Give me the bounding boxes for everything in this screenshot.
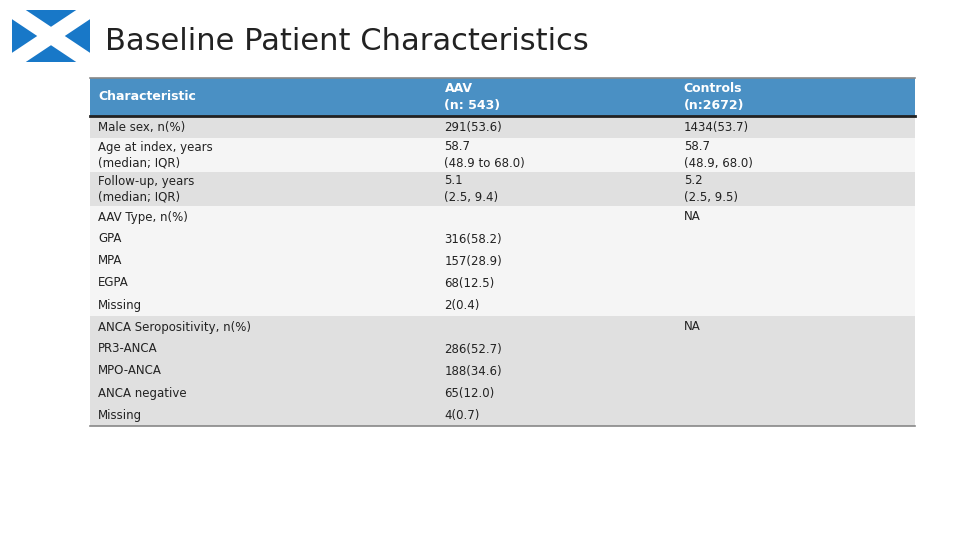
Text: GPA: GPA (98, 233, 121, 246)
Bar (90, 138, 915, 172)
Text: 157(28.9): 157(28.9) (444, 254, 502, 267)
Bar (90, 116, 915, 138)
Text: PR3-ANCA: PR3-ANCA (98, 342, 157, 355)
Bar (90, 316, 915, 338)
Bar (90, 172, 915, 206)
Text: EGPA: EGPA (98, 276, 129, 289)
Text: Missing: Missing (98, 408, 142, 422)
Bar (90, 360, 915, 382)
Text: NA: NA (684, 211, 701, 224)
Text: 5.2
(2.5, 9.5): 5.2 (2.5, 9.5) (684, 174, 737, 204)
Text: 68(12.5): 68(12.5) (444, 276, 494, 289)
Text: 65(12.0): 65(12.0) (444, 387, 494, 400)
Text: 188(34.6): 188(34.6) (444, 364, 502, 377)
Bar (90, 338, 915, 360)
Bar (12, 10, 90, 62)
Bar (90, 294, 915, 316)
Bar (90, 206, 915, 228)
Bar (90, 250, 915, 272)
Text: MPA: MPA (98, 254, 122, 267)
Text: Male sex, n(%): Male sex, n(%) (98, 120, 185, 133)
Text: Follow-up, years
(median; IQR): Follow-up, years (median; IQR) (98, 174, 194, 204)
Bar (90, 272, 915, 294)
Text: 291(53.6): 291(53.6) (444, 120, 502, 133)
Text: 58.7
(48.9 to 68.0): 58.7 (48.9 to 68.0) (444, 140, 525, 170)
Text: 286(52.7): 286(52.7) (444, 342, 502, 355)
Text: Characteristic: Characteristic (98, 91, 196, 104)
Text: 58.7
(48.9, 68.0): 58.7 (48.9, 68.0) (684, 140, 753, 170)
Bar (90, 404, 915, 426)
Text: MPO-ANCA: MPO-ANCA (98, 364, 162, 377)
Bar (90, 382, 915, 404)
Bar (90, 228, 915, 250)
Text: Age at index, years
(median; IQR): Age at index, years (median; IQR) (98, 140, 213, 170)
Text: 1434(53.7): 1434(53.7) (684, 120, 749, 133)
Text: ANCA Seropositivity, n(%): ANCA Seropositivity, n(%) (98, 321, 251, 334)
Text: Missing: Missing (98, 299, 142, 312)
Bar (90, 78, 915, 116)
Text: 5.1
(2.5, 9.4): 5.1 (2.5, 9.4) (444, 174, 498, 204)
Text: NA: NA (684, 321, 701, 334)
Text: 2(0.4): 2(0.4) (444, 299, 480, 312)
Text: AAV
(n: 543): AAV (n: 543) (444, 83, 500, 111)
Text: ANCA negative: ANCA negative (98, 387, 186, 400)
Text: Controls
(n:2672): Controls (n:2672) (684, 83, 744, 111)
Text: 316(58.2): 316(58.2) (444, 233, 502, 246)
Text: AAV Type, n(%): AAV Type, n(%) (98, 211, 188, 224)
Text: 4(0.7): 4(0.7) (444, 408, 480, 422)
Text: Baseline Patient Characteristics: Baseline Patient Characteristics (105, 26, 588, 56)
